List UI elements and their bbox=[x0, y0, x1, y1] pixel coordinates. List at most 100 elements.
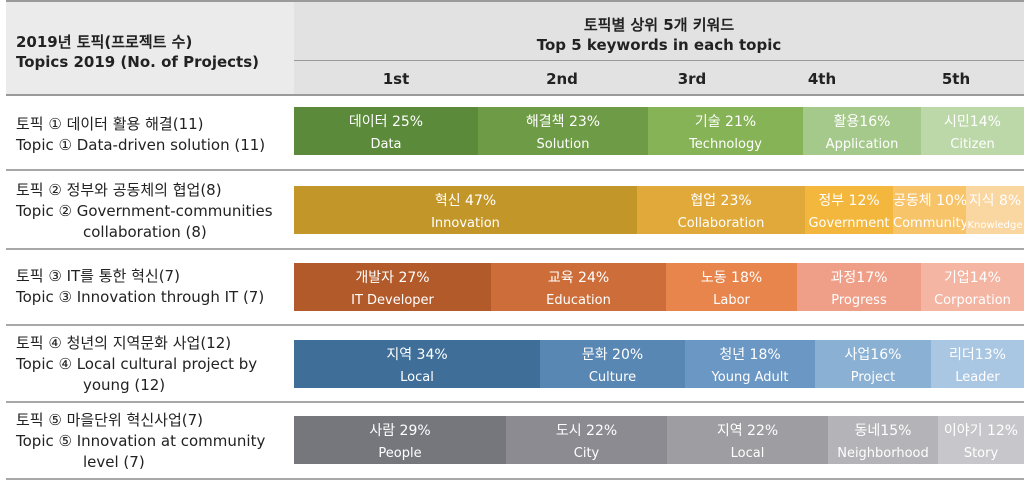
segment-keyword-ko: 동네15% bbox=[854, 423, 912, 439]
segment-keyword-en: Neighborhood bbox=[837, 446, 929, 461]
topic-5-segment-5: 이야기 12% Story bbox=[938, 416, 1024, 464]
topic-4-label: 토픽 ④ 청년의 지역문화 사업(12) Topic ④ Local cultu… bbox=[16, 333, 291, 396]
segment-keyword-en: Labor bbox=[713, 293, 750, 308]
segment-keyword-en: Project bbox=[850, 370, 896, 385]
topic-3-segment-1: 개발자 27% IT Developer bbox=[294, 263, 491, 311]
segment-keyword-en: Corporation bbox=[934, 293, 1011, 308]
topic-2-segment-4: 공동체 10% Community bbox=[893, 186, 966, 234]
segment-keyword-ko: 활용16% bbox=[833, 114, 891, 130]
topic-4-segment-5: 리더13% Leader bbox=[931, 340, 1024, 388]
row-separator bbox=[6, 169, 1024, 171]
header-right: 토픽별 상위 5개 키워드 Top 5 keywords in each top… bbox=[294, 0, 1024, 96]
row-separator bbox=[6, 248, 1024, 250]
topic-1-segment-4: 활용16% Application bbox=[803, 107, 921, 155]
topic-4-segment-2: 문화 20% Culture bbox=[540, 340, 685, 388]
row-separator bbox=[6, 324, 1024, 326]
segment-keyword-en: Community bbox=[893, 216, 966, 231]
segment-keyword-en: Culture bbox=[588, 370, 637, 385]
segment-keyword-ko: 협업 23% bbox=[690, 193, 752, 209]
segment-keyword-en: Innovation bbox=[431, 216, 500, 231]
segment-keyword-ko: 지역 34% bbox=[386, 347, 448, 363]
segment-keyword-ko: 시민14% bbox=[944, 114, 1001, 130]
segment-keyword-ko: 지식 8% bbox=[968, 193, 1022, 209]
header-right-title-ko: 토픽별 상위 5개 키워드 bbox=[583, 16, 735, 34]
segment-keyword-ko: 기술 21% bbox=[694, 114, 757, 130]
topic-5-segment-2: 도시 22% City bbox=[506, 416, 667, 464]
topic-5-label-en-cont: level (7) bbox=[83, 453, 145, 471]
segment-keyword-ko: 개발자 27% bbox=[355, 270, 430, 286]
rank-1st: 1st bbox=[382, 70, 410, 88]
rank-3rd: 3rd bbox=[677, 70, 707, 88]
topic-2-label-en: Topic ② Government-communities bbox=[16, 202, 273, 220]
header-right-title-en: Top 5 keywords in each topic bbox=[536, 36, 782, 54]
topic-1-label: 토픽 ① 데이터 활용 해결(11) Topic ① Data-driven s… bbox=[16, 114, 291, 156]
segment-keyword-en: Knowledge bbox=[967, 220, 1023, 231]
row-separator bbox=[6, 401, 1024, 403]
topic-4-label-en-cont: young (12) bbox=[83, 376, 166, 394]
topic-3-label: 토픽 ③ IT를 통한 혁신(7) Topic ③ Innovation thr… bbox=[16, 266, 291, 308]
segment-keyword-ko: 도시 22% bbox=[555, 423, 618, 439]
segment-keyword-ko: 기업14% bbox=[944, 270, 1001, 286]
topic-2-label-ko: 토픽 ② 정부와 공동체의 협업(8) bbox=[16, 181, 222, 199]
segment-keyword-ko: 정부 12% bbox=[818, 193, 880, 209]
segment-keyword-en: Technology bbox=[689, 137, 762, 152]
topic-1-segment-3: 기술 21% Technology bbox=[648, 107, 803, 155]
topic-5-label: 토픽 ⑤ 마을단위 혁신사업(7) Topic ⑤ Innovation at … bbox=[16, 410, 291, 473]
segment-keyword-en: People bbox=[378, 446, 422, 461]
topic-1-segment-5: 시민14% Citizen bbox=[921, 107, 1024, 155]
segment-keyword-ko: 노동 18% bbox=[700, 270, 763, 286]
segment-keyword-en: Progress bbox=[831, 293, 887, 308]
segment-keyword-ko: 데이터 25% bbox=[348, 114, 424, 130]
rank-2nd: 2nd bbox=[546, 70, 578, 88]
segment-keyword-en: Citizen bbox=[950, 137, 995, 152]
topic-3-segment-3: 노동 18% Labor bbox=[666, 263, 797, 311]
segment-keyword-en: Application bbox=[825, 137, 899, 152]
segment-keyword-en: Story bbox=[963, 446, 999, 461]
segment-keyword-ko: 교육 24% bbox=[547, 270, 610, 286]
rank-5th: 5th bbox=[941, 70, 971, 88]
segment-keyword-en: Local bbox=[730, 446, 765, 461]
segment-keyword-ko: 공동체 10% bbox=[893, 193, 966, 209]
segment-keyword-ko: 혁신 47% bbox=[434, 193, 497, 209]
topic-3-segment-4: 과정17% Progress bbox=[797, 263, 921, 311]
segment-keyword-ko: 문화 20% bbox=[581, 347, 644, 363]
segment-keyword-ko: 사람 29% bbox=[369, 423, 431, 439]
topic-4-label-ko: 토픽 ④ 청년의 지역문화 사업(12) bbox=[16, 334, 232, 352]
segment-keyword-en: Local bbox=[400, 370, 434, 385]
topic-4-label-en: Topic ④ Local cultural project by bbox=[16, 355, 258, 373]
segment-keyword-ko: 해결책 23% bbox=[525, 114, 601, 130]
segment-keyword-en: Young Adult bbox=[711, 370, 789, 385]
segment-keyword-ko: 이야기 12% bbox=[943, 423, 1019, 439]
topic-3-label-ko: 토픽 ③ IT를 통한 혁신(7) bbox=[16, 267, 180, 285]
topic-3-label-en: Topic ③ Innovation through IT (7) bbox=[16, 288, 265, 306]
topic-5-label-en: Topic ⑤ Innovation at community bbox=[16, 432, 266, 450]
segment-keyword-en: Education bbox=[546, 293, 611, 308]
segment-keyword-en: Leader bbox=[955, 370, 1000, 385]
row-separator bbox=[6, 478, 1024, 480]
segment-keyword-en: City bbox=[573, 446, 600, 461]
topic-5-segment-4: 동네15% Neighborhood bbox=[828, 416, 938, 464]
topic-2-segment-3: 정부 12% Government bbox=[805, 186, 893, 234]
topic-1-label-en: Topic ① Data-driven solution (11) bbox=[16, 136, 266, 154]
segment-keyword-ko: 지역 22% bbox=[716, 423, 779, 439]
header-left-title-en: Topics 2019 (No. of Projects) bbox=[16, 53, 259, 71]
topic-2-segment-2: 협업 23% Collaboration bbox=[637, 186, 805, 234]
topic-4-segment-3: 청년 18% Young Adult bbox=[685, 340, 815, 388]
header-left-title-ko: 2019년 토픽(프로젝트 수) bbox=[16, 33, 193, 51]
segment-keyword-en: Collaboration bbox=[677, 216, 765, 231]
topic-1-label-ko: 토픽 ① 데이터 활용 해결(11) bbox=[16, 115, 204, 133]
topic-5-label-ko: 토픽 ⑤ 마을단위 혁신사업(7) bbox=[16, 411, 203, 429]
segment-keyword-en: Data bbox=[370, 137, 402, 152]
segment-keyword-en: Solution bbox=[536, 137, 590, 152]
header-rule bbox=[294, 60, 1024, 61]
topic-3-segment-5: 기업14% Corporation bbox=[921, 263, 1024, 311]
segment-keyword-ko: 과정17% bbox=[830, 270, 888, 286]
topic-5-segment-3: 지역 22% Local bbox=[667, 416, 828, 464]
topic-5-segment-1: 사람 29% People bbox=[294, 416, 506, 464]
topic-2-label: 토픽 ② 정부와 공동체의 협업(8) Topic ② Government-c… bbox=[16, 180, 291, 243]
topic-1-segment-2: 해결책 23% Solution bbox=[478, 107, 648, 155]
rank-4th: 4th bbox=[807, 70, 837, 88]
topic-1-segment-1: 데이터 25% Data bbox=[294, 107, 478, 155]
header-bottom-rule bbox=[6, 94, 1024, 96]
segment-keyword-ko: 리더13% bbox=[949, 347, 1006, 363]
